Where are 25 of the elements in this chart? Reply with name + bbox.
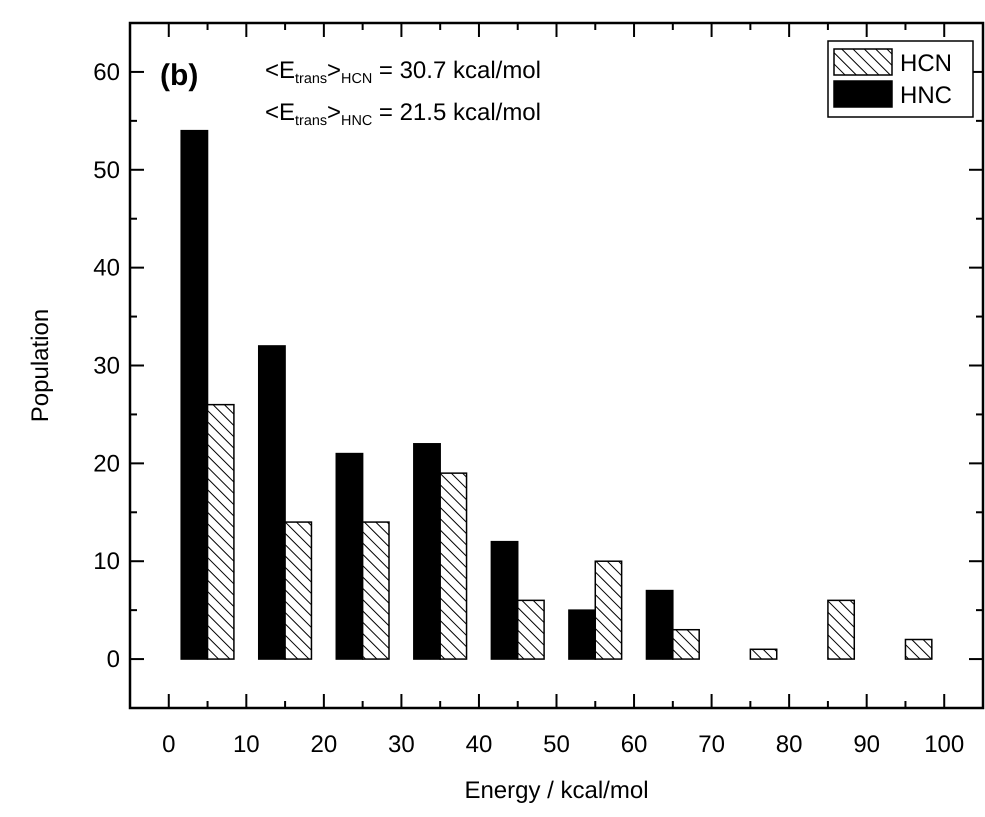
x-axis-title: Energy / kcal/mol xyxy=(464,777,649,804)
legend-label: HNC xyxy=(900,82,952,109)
y-tick-label: 50 xyxy=(93,156,120,184)
x-tick-label: 0 xyxy=(162,731,176,758)
x-tick-label: 90 xyxy=(853,731,880,758)
annotation: (b) xyxy=(160,59,198,92)
x-tick-label: 50 xyxy=(543,731,570,758)
x-tick-label: 10 xyxy=(232,731,260,758)
x-tick-label: 30 xyxy=(388,731,415,758)
y-tick-label: 20 xyxy=(93,450,120,478)
y-tick-label: 40 xyxy=(93,254,120,282)
y-tick-label: 10 xyxy=(93,548,120,576)
x-tick-label: 20 xyxy=(310,731,338,758)
x-tick-label: 60 xyxy=(620,731,648,758)
y-tick-label: 60 xyxy=(93,58,120,86)
annotation: <E$_{trans}$>$_{HNC}$ = 21.5 kcal/mol xyxy=(265,99,541,129)
y-axis-title: Population xyxy=(27,308,54,422)
legend-label: HCN xyxy=(900,50,952,77)
x-tick-label: 70 xyxy=(698,731,725,758)
y-tick-label: 0 xyxy=(106,646,120,674)
y-tick-label: 30 xyxy=(93,352,120,380)
x-tick-label: 40 xyxy=(466,731,492,758)
annotation: <E$_{trans}$>$_{HCN}$ = 30.7 kcal/mol xyxy=(265,57,541,87)
x-tick-label: 100 xyxy=(924,731,964,758)
x-tick-label: 80 xyxy=(776,731,802,758)
